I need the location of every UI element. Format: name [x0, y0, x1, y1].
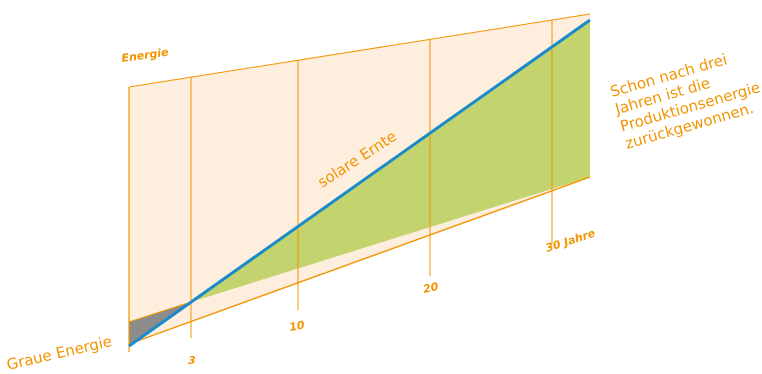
- grey-energy-label: Graue Energie: [5, 332, 114, 374]
- x-tick-label-3: 3: [188, 354, 196, 367]
- grey-energy-edge: [128, 301, 192, 323]
- x-tick-label-10: 10: [288, 318, 306, 334]
- chart-panel: [129, 14, 590, 344]
- solar-yield-line: [128, 18, 591, 348]
- y-axis-label: Energie: [121, 45, 170, 65]
- x-tick-label-20: 20: [422, 280, 440, 296]
- payback-caption: Schon nach drei Jahren ist die Produktio…: [608, 50, 762, 152]
- top-border: [128, 13, 591, 88]
- production-energy-line: [128, 176, 591, 345]
